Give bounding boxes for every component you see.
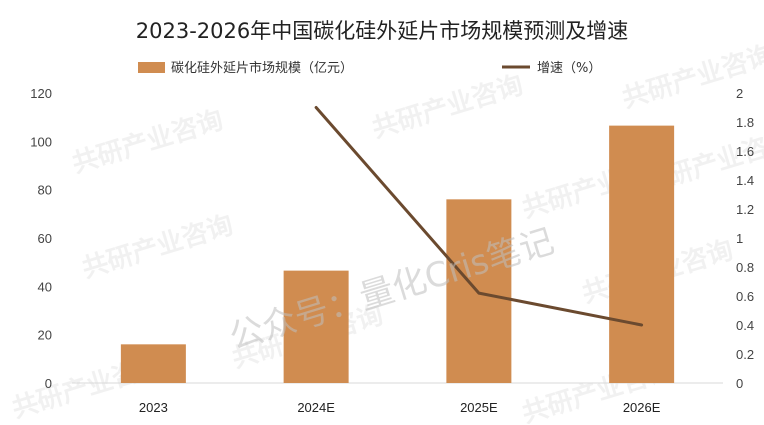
background-watermark: 共研产业咨询: [368, 69, 526, 144]
background-watermark: 共研产业咨询: [68, 104, 226, 179]
y-right-tick-label: 1.8: [736, 115, 754, 130]
y-right-tick-label: 0.6: [736, 289, 754, 304]
bar: [609, 125, 675, 383]
y-right-tick-label: 2: [736, 86, 743, 101]
y-left-tick-label: 20: [38, 328, 52, 343]
y-left-tick-label: 100: [30, 134, 52, 149]
y-right-tick-label: 1.4: [736, 173, 754, 188]
y-left-tick-label: 80: [38, 183, 52, 198]
line-series: [314, 106, 644, 327]
y-left-tick-label: 60: [38, 231, 52, 246]
bar: [283, 270, 349, 383]
y-left-tick-label: 120: [30, 86, 52, 101]
y-right-tick-label: 0.4: [736, 318, 754, 333]
legend-bar-swatch: [138, 62, 165, 73]
x-tick-label: 2023: [139, 400, 168, 415]
background-watermark: 共研产业咨询: [618, 39, 764, 114]
y-left-tick-label: 0: [45, 376, 52, 391]
y-left-tick-label: 40: [38, 279, 52, 294]
growth-line: [314, 106, 644, 327]
x-tick-label: 2025E: [460, 400, 498, 415]
bar-series: [120, 125, 675, 383]
legend: 碳化硅外延片市场规模（亿元） 增速（%）: [138, 60, 601, 76]
y-right-tick-label: 1: [736, 231, 743, 246]
x-tick-label: 2024E: [297, 400, 335, 415]
y-right-tick-label: 1.2: [736, 202, 754, 217]
y-right-tick-label: 1.6: [736, 144, 754, 159]
y-right-tick-label: 0.2: [736, 347, 754, 362]
x-tick-label: 2026E: [623, 400, 661, 415]
x-axis-labels: 2023 2024E 2025E 2026E: [139, 400, 661, 415]
legend-bar-label: 碳化硅外延片市场规模（亿元）: [171, 60, 353, 76]
legend-line-label: 增速（%）: [537, 61, 601, 76]
background-watermark: 共研产业咨询: [78, 209, 236, 284]
bar: [120, 344, 186, 383]
y-right-tick-label: 0.8: [736, 260, 754, 275]
y-axis-right: 0 0.2 0.4 0.6 0.8 1 1.2 1.4 1.6 1.8 2: [736, 86, 754, 391]
chart-title: 2023-2026年中国碳化硅外延片市场规模预测及增速: [136, 19, 628, 43]
y-axis-left: 0 20 40 60 80 100 120: [30, 86, 52, 391]
y-right-tick-label: 0: [736, 376, 743, 391]
